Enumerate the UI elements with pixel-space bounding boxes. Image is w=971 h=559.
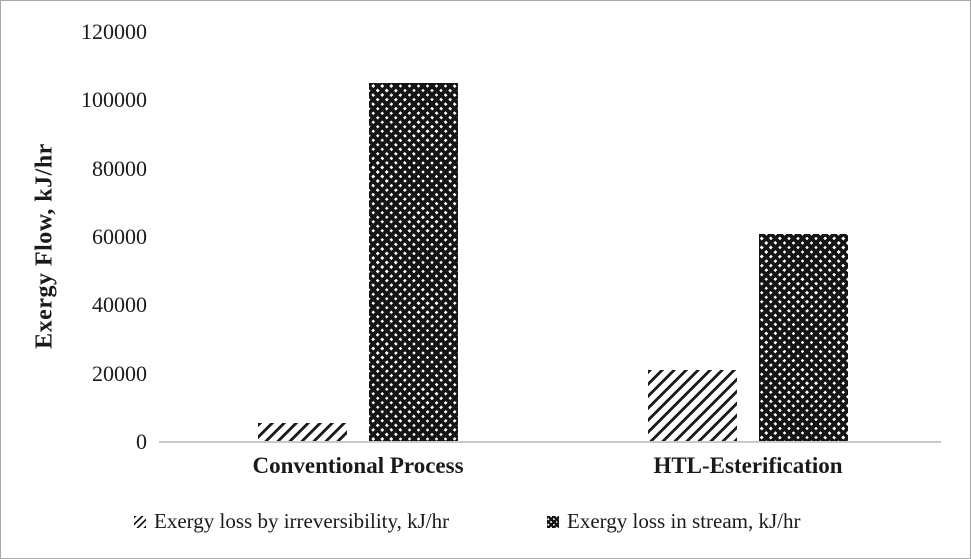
y-tick-label: 100000 bbox=[81, 87, 147, 113]
y-tick-label: 60000 bbox=[92, 224, 147, 249]
bar-irreversibility-2 bbox=[648, 370, 737, 442]
y-tick-label: 20000 bbox=[92, 360, 147, 386]
bar-stream-2 bbox=[759, 233, 848, 442]
x-category-label: HTL-Esterification bbox=[653, 453, 843, 478]
bar-stream-1 bbox=[369, 83, 458, 442]
y-tick-label: 0 bbox=[136, 429, 147, 454]
legend-label: Exergy loss by irreversibility, kJ/hr bbox=[154, 509, 450, 533]
diagonal-hatch-swatch-icon bbox=[134, 515, 146, 528]
y-tick-label: 40000 bbox=[92, 292, 147, 318]
bar-irreversibility-1 bbox=[258, 423, 347, 442]
y-tick-label: 120000 bbox=[81, 19, 147, 44]
legend-item: Exergy loss in stream, kJ/hr bbox=[547, 509, 801, 534]
y-tick-label: 80000 bbox=[92, 155, 147, 181]
x-axis-line bbox=[159, 441, 941, 443]
legend-item: Exergy loss by irreversibility, kJ/hr bbox=[134, 509, 449, 534]
legend-label: Exergy loss in stream, kJ/hr bbox=[567, 509, 801, 533]
cross-hatch-swatch-icon bbox=[547, 515, 559, 528]
x-category-label: Conventional Process bbox=[252, 453, 464, 478]
